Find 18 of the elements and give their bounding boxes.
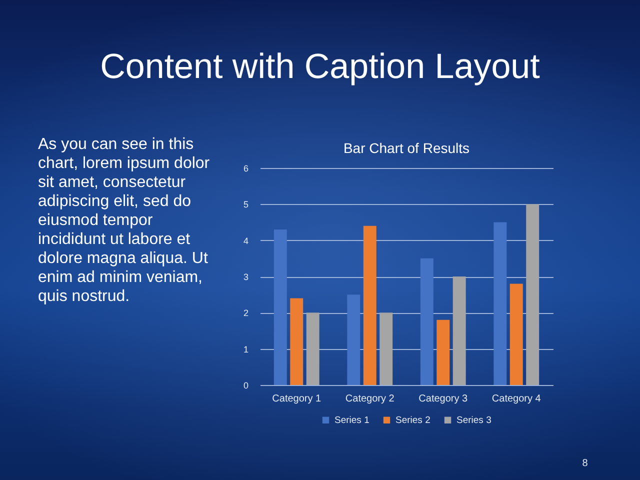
y-tick-label: 5 <box>243 200 248 210</box>
y-tick-label: 1 <box>243 344 248 354</box>
text: 8 <box>581 457 589 471</box>
y-tick-label: 4 <box>243 236 248 246</box>
y-tick-label: 2 <box>243 308 248 318</box>
text: As you can see in this chart, lorem ipsum dolor sit amet, consectetur adipiscing elit, sed do eiusmod tempor incididunt ut labore et dolore magna aliqua. Ut enim ad minim veniam, quis nostrud. <box>38 136 210 305</box>
y-tick-label: 3 <box>243 272 248 282</box>
x-tick-label: Category 4 <box>492 394 542 404</box>
x-tick-label: Category 2 <box>345 394 395 404</box>
y-tick-label: 0 <box>243 380 248 390</box>
text: Content with Caption Layout <box>99 46 541 88</box>
legend-label: Series 3 <box>456 415 492 426</box>
x-tick-label: Category 1 <box>272 394 322 404</box>
x-tick-label: Category 3 <box>418 394 468 404</box>
legend-label: Series 1 <box>334 415 370 426</box>
legend-label: Series 2 <box>396 415 430 426</box>
y-tick-label: 6 <box>243 164 248 174</box>
chart-title: Bar Chart of Results <box>343 140 470 156</box>
